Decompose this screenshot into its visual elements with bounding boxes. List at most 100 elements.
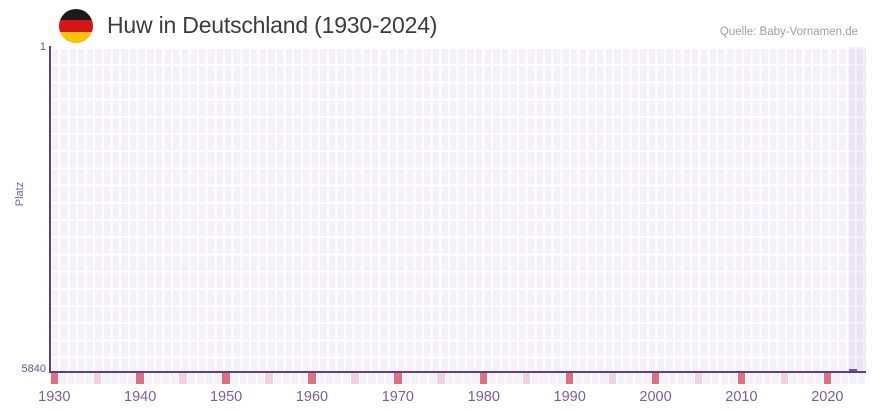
x-tick-blank — [282, 373, 290, 384]
x-axis-tick-label: 2000 — [639, 389, 672, 405]
x-tick-blank — [402, 373, 411, 384]
x-tick-major — [222, 373, 230, 384]
x-tick-blank — [316, 373, 325, 384]
x-tick-blank — [540, 373, 548, 384]
x-tick-blank — [497, 373, 505, 384]
x-tick-blank — [574, 373, 582, 384]
x-axis-tick-label: 1990 — [553, 389, 586, 405]
x-tick-blank — [462, 373, 471, 384]
x-tick-blank — [531, 373, 539, 384]
x-tick-major — [50, 373, 58, 384]
chart-source-attribution: Quelle: Baby-Vornamen.de — [719, 26, 858, 38]
x-axis-tick-label: 1980 — [467, 389, 500, 405]
x-tick-blank — [720, 373, 728, 384]
x-axis-tick-label: 1960 — [295, 389, 329, 405]
x-tick-major — [565, 373, 574, 384]
x-tick-blank — [377, 373, 385, 384]
x-tick-blank — [359, 373, 368, 384]
germany-flag-icon — [59, 9, 93, 43]
x-axis-tick-label: 1930 — [38, 389, 71, 405]
x-tick-blank — [153, 373, 162, 384]
x-tick-blank — [428, 373, 436, 384]
x-tick-major — [394, 373, 402, 384]
projection-shade-band — [848, 47, 866, 372]
x-tick-blank — [76, 373, 84, 384]
x-tick-major — [136, 373, 144, 384]
x-axis-tick-label: 1940 — [124, 389, 157, 405]
flag-band-black — [59, 9, 93, 21]
x-axis-tick-label: 1970 — [381, 389, 414, 405]
x-tick-blank — [84, 373, 93, 384]
x-tick-blank — [59, 373, 67, 384]
x-tick-blank — [797, 373, 806, 384]
chart-title: Huw in Deutschland (1930-2024) — [107, 12, 438, 38]
y-axis-line — [49, 46, 51, 373]
plot-area — [50, 47, 866, 372]
flag-band-gold — [59, 31, 93, 43]
x-tick-blank — [411, 373, 419, 384]
x-tick-blank — [763, 373, 771, 384]
x-tick-blank — [548, 373, 557, 384]
x-tick-minor — [93, 373, 101, 384]
x-tick-blank — [703, 373, 711, 384]
x-tick-blank — [832, 373, 840, 384]
x-tick-major — [308, 373, 316, 384]
x-axis-tick-label: 1950 — [209, 389, 243, 405]
x-tick-blank — [145, 373, 153, 384]
x-axis-tick-label: 2010 — [725, 389, 758, 405]
x-tick-blank — [454, 373, 462, 384]
x-tick-blank — [385, 373, 393, 384]
x-tick-blank — [471, 373, 479, 384]
x-tick-blank — [299, 373, 308, 384]
x-tick-blank — [368, 373, 376, 384]
x-tick-blank — [102, 373, 110, 384]
flag-band-red — [59, 20, 93, 32]
x-tick-blank — [660, 373, 668, 384]
x-tick-blank — [514, 373, 522, 384]
x-tick-blank — [643, 373, 651, 384]
x-tick-blank — [591, 373, 600, 384]
x-tick-blank — [789, 373, 797, 384]
x-tick-blank — [669, 373, 677, 384]
x-tick-blank — [557, 373, 565, 384]
x-tick-blank — [583, 373, 591, 384]
x-tick-blank — [754, 373, 763, 384]
x-tick-blank — [325, 373, 333, 384]
x-tick-blank — [849, 373, 857, 384]
x-tick-blank — [445, 373, 454, 384]
x-tick-minor — [608, 373, 617, 384]
x-tick-blank — [342, 373, 351, 384]
y-axis-tick-top: 1 — [39, 41, 46, 53]
x-tick-blank — [806, 373, 814, 384]
x-tick-minor — [780, 373, 789, 384]
x-tick-minor — [351, 373, 359, 384]
x-tick-minor — [265, 373, 273, 384]
x-tick-blank — [291, 373, 299, 384]
data-bar[interactable] — [849, 369, 857, 372]
x-tick-blank — [617, 373, 625, 384]
x-tick-blank — [626, 373, 634, 384]
x-tick-blank — [205, 373, 213, 384]
x-tick-blank — [110, 373, 119, 384]
x-tick-blank — [746, 373, 754, 384]
x-tick-blank — [119, 373, 127, 384]
x-tick-blank — [815, 373, 823, 384]
x-tick-blank — [686, 373, 694, 384]
x-tick-blank — [419, 373, 428, 384]
x-tick-minor — [523, 373, 531, 384]
x-tick-blank — [196, 373, 204, 384]
x-tick-blank — [634, 373, 643, 384]
x-tick-minor — [437, 373, 445, 384]
x-tick-minor — [694, 373, 703, 384]
x-tick-major — [737, 373, 746, 384]
x-tick-major — [480, 373, 488, 384]
x-axis-tick-label: 2020 — [811, 389, 844, 405]
x-tick-blank — [67, 373, 76, 384]
grid-lines — [50, 47, 866, 372]
x-tick-blank — [273, 373, 282, 384]
x-tick-blank — [729, 373, 737, 384]
x-tick-blank — [334, 373, 342, 384]
x-axis-line — [49, 371, 866, 373]
x-tick-major — [823, 373, 832, 384]
x-tick-blank — [213, 373, 222, 384]
